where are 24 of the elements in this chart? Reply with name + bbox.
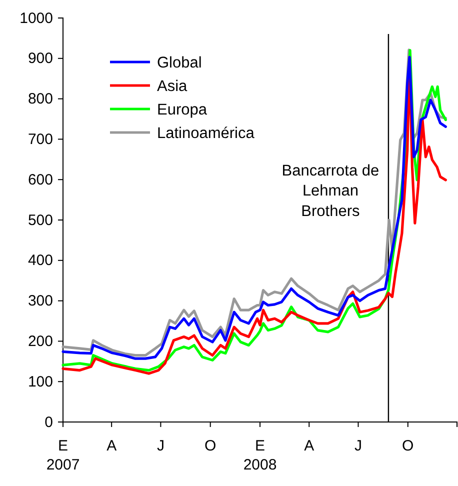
y-tick-label: 300: [28, 292, 53, 310]
legend-label: Asia: [157, 78, 188, 95]
y-tick-label: 400: [28, 252, 53, 270]
y-tick-label: 800: [28, 90, 53, 108]
ref-line-label: Bancarrota de Lehman Brothers: [282, 162, 380, 220]
y-tick-label: 100: [28, 373, 53, 390]
x-tick-label: A: [106, 438, 117, 455]
x-tick-label: E 2007: [46, 438, 80, 474]
y-tick-label: 0: [44, 414, 53, 431]
x-tick-label: O: [402, 438, 414, 455]
y-tick-label: 200: [28, 333, 53, 350]
legend-label: Latinoamérica: [157, 124, 255, 142]
legend-label: Europa: [157, 101, 208, 118]
x-tick-label: J: [156, 438, 164, 455]
legend-label: Global: [157, 54, 202, 72]
x-tick-label: J: [354, 438, 362, 455]
y-tick-label: 1000: [20, 10, 53, 27]
y-tick-label: 700: [28, 131, 53, 148]
y-tick-label: 600: [28, 171, 53, 188]
x-tick-label: A: [304, 438, 314, 455]
y-tick-label: 500: [28, 212, 53, 229]
y-tick-label: 900: [28, 50, 53, 68]
x-tick-label: O: [204, 438, 216, 455]
x-tick-label: E 2008: [243, 438, 277, 474]
